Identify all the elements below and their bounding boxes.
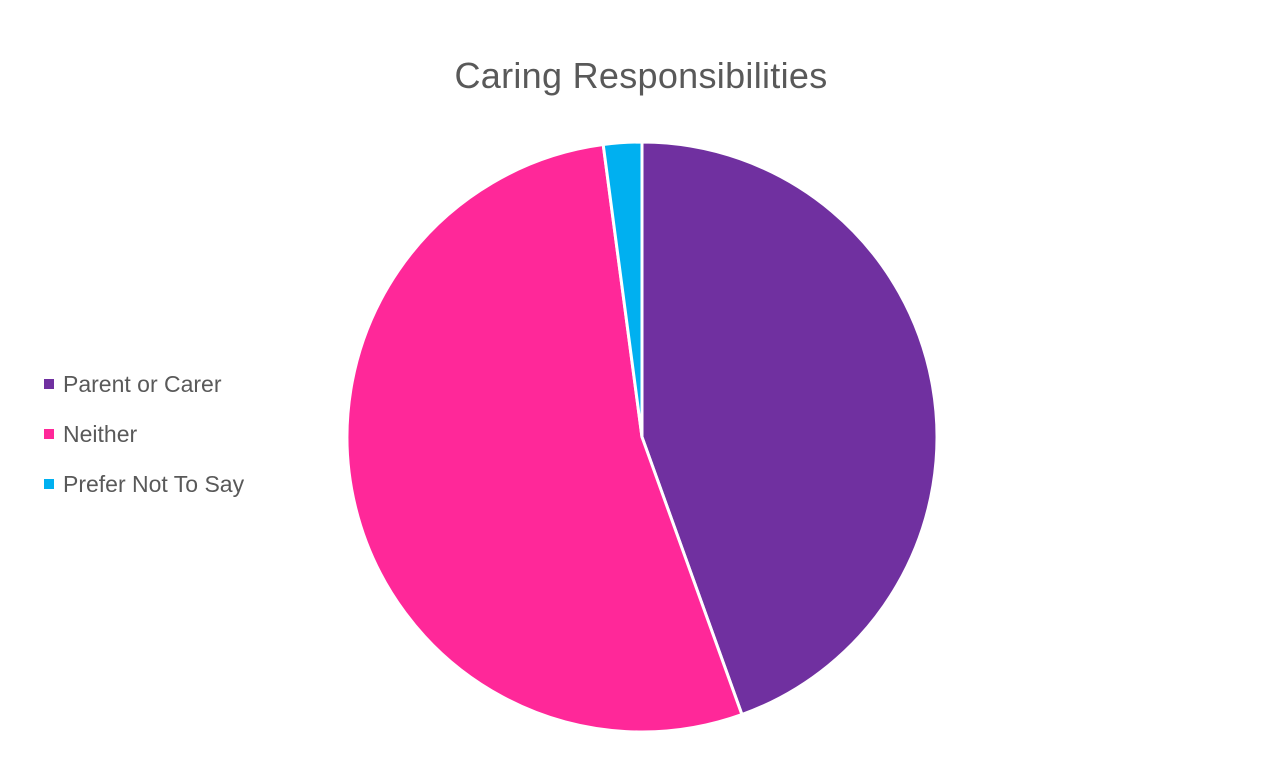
chart-title: Caring Responsibilities [454, 55, 828, 96]
legend-swatch-prefer-not-to-say [44, 479, 54, 489]
legend: Parent or Carer Neither Prefer Not To Sa… [44, 370, 244, 520]
legend-item-parent-or-carer: Parent or Carer [44, 370, 244, 398]
legend-swatch-parent-or-carer [44, 379, 54, 389]
legend-label-prefer-not-to-say: Prefer Not To Say [63, 470, 245, 497]
legend-item-prefer-not-to-say: Prefer Not To Say [44, 470, 244, 498]
legend-label-parent-or-carer: Parent or Carer [63, 370, 222, 397]
legend-label-neither: Neither [63, 420, 138, 447]
pie-slice-prefer-not-to-say [601, 140, 644, 439]
legend-swatch-neither [44, 429, 54, 439]
legend-item-neither: Neither [44, 420, 244, 448]
pie-slice-neither [345, 143, 744, 734]
pie-slice-parent-or-carer [640, 140, 939, 717]
